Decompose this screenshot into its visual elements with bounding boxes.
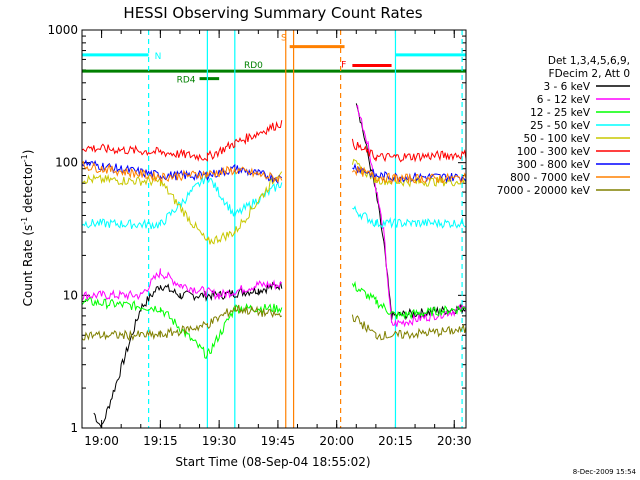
series-line: [81, 297, 283, 359]
x-tick-label: 19:15: [143, 434, 178, 448]
y-axis-label: Count Rate (s-1 detector-1): [20, 150, 35, 307]
x-axis-label: Start Time (08-Sep-04 18:55:02): [175, 455, 370, 469]
plot-frame: [81, 29, 467, 429]
series-line: [81, 171, 283, 245]
legend-entry: 12 - 25 keV: [530, 107, 591, 119]
series-line: [351, 314, 467, 341]
series-line: [81, 304, 283, 342]
flag-label: RD0: [244, 61, 263, 71]
legend-entry: 100 - 300 keV: [517, 146, 591, 158]
series-line: [351, 138, 467, 163]
date-stamp: 8-Dec-2009 15:54: [573, 468, 637, 476]
event-markers: [148, 30, 463, 428]
legend-header-2: FDecim 2, Att 0: [549, 68, 630, 80]
flag-label: N: [155, 52, 162, 62]
y-axis-label-main: Count Rate (s: [21, 225, 35, 307]
y-axis-label-end: ): [21, 150, 35, 155]
y-tick-label: 1: [70, 421, 78, 435]
x-tick-label: 19:30: [202, 434, 237, 448]
y-axis-label-mid: detector: [21, 162, 35, 217]
plot-border: [81, 29, 467, 429]
flag-label: RD4: [177, 76, 196, 86]
legend-entry: 3 - 6 keV: [543, 81, 590, 93]
legend-entry: 800 - 7000 keV: [510, 172, 591, 184]
flag-label: F: [341, 61, 346, 71]
y-tick-label: 100: [55, 156, 78, 170]
legend-entry: 7000 - 20000 keV: [497, 185, 591, 197]
flag-label: S: [281, 34, 287, 44]
y-axis-label-sup1: -1: [20, 217, 29, 225]
y-axis-label-sup2: -1: [20, 154, 29, 162]
legend-entry: 300 - 800 keV: [517, 159, 591, 171]
series-line: [356, 105, 467, 328]
series-line: [81, 160, 283, 184]
flag-bars: N S F RD0 RD4: [82, 34, 466, 86]
legend-entry: 25 - 50 keV: [530, 120, 591, 132]
series-line: [81, 268, 283, 301]
legend-entry: 50 - 100 keV: [523, 133, 590, 145]
series-line: [355, 103, 467, 321]
series-line: [352, 205, 467, 229]
series-lines: [81, 103, 467, 429]
series-line: [81, 171, 283, 230]
legend: Det 1,3,4,5,6,9, FDecim 2, Att 0 3 - 6 k…: [497, 55, 630, 197]
series-line: [352, 166, 467, 184]
y-tick-label: 10: [63, 288, 78, 302]
y-tick-label: 1000: [47, 23, 78, 37]
x-tick-label: 19:45: [261, 434, 296, 448]
series-line: [93, 281, 283, 429]
x-tick-label: 20:30: [437, 434, 472, 448]
legend-entry: 6 - 12 keV: [537, 94, 591, 106]
series-line: [351, 280, 467, 320]
chart-title: HESSI Observing Summary Count Rates: [123, 4, 422, 22]
plot-axes: 1 10 100 1000 19:00 19:15 19:30 19:45 20:00 20:15…: [47, 23, 471, 448]
x-tick-label: 20:00: [319, 434, 354, 448]
legend-header-1: Det 1,3,4,5,6,9,: [548, 55, 630, 67]
series-line: [81, 120, 283, 162]
x-tick-label: 20:15: [378, 434, 413, 448]
x-tick-label: 19:00: [84, 434, 119, 448]
